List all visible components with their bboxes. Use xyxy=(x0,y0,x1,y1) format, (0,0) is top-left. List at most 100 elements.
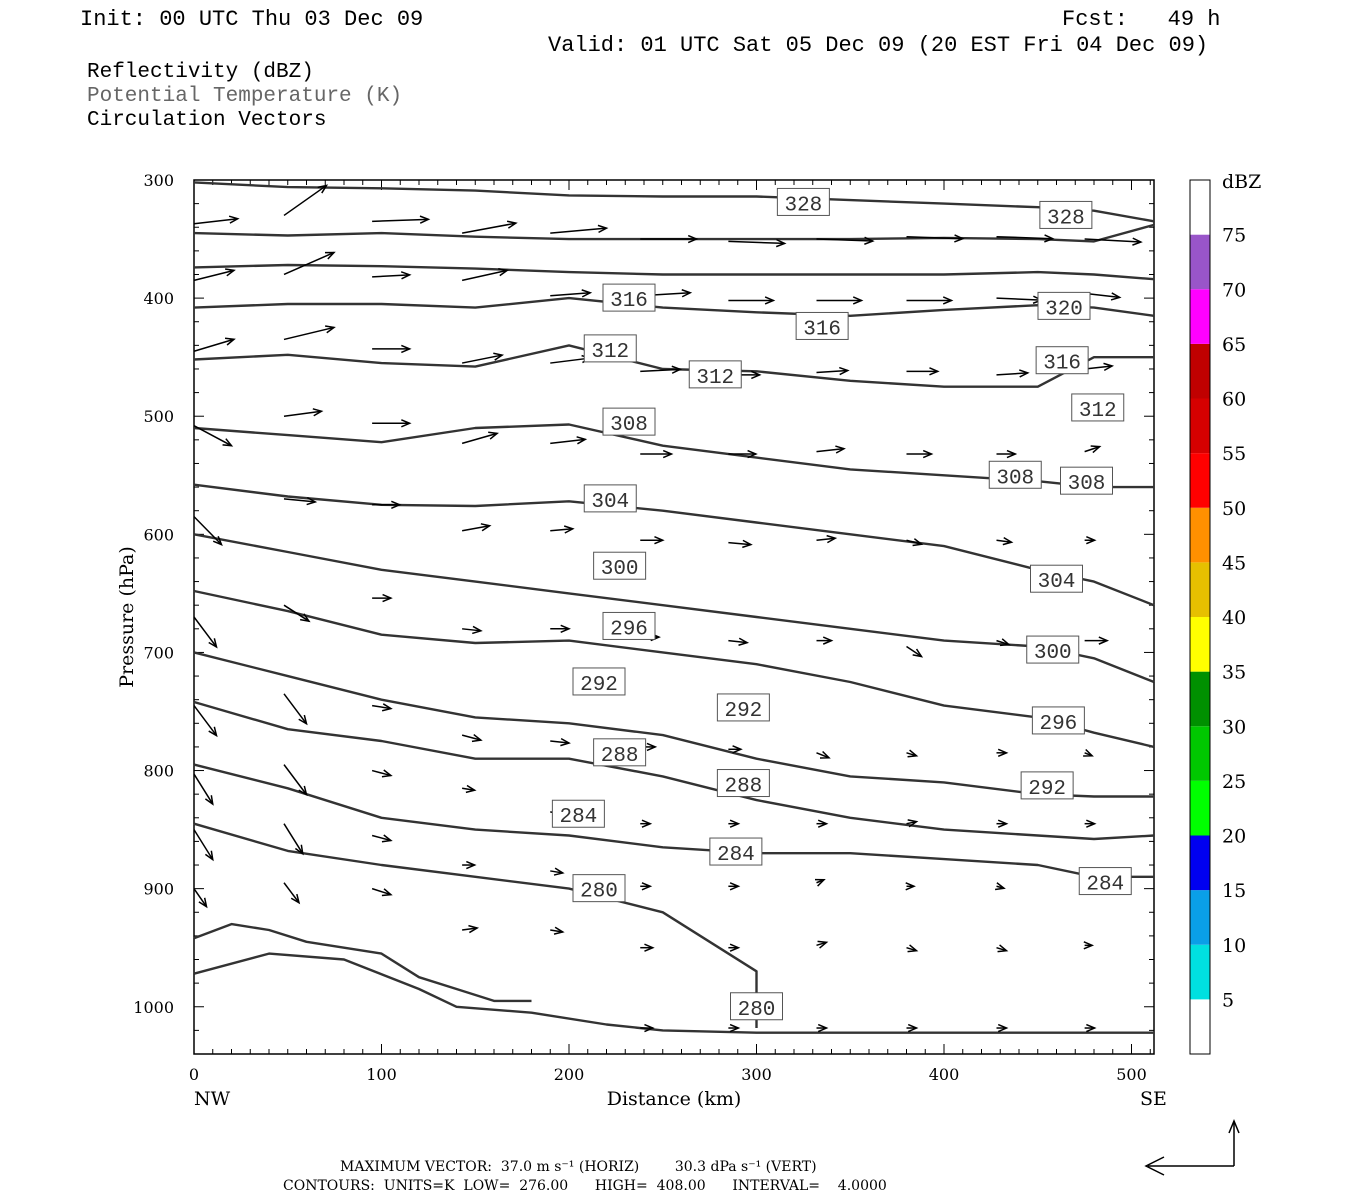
contour-label: 312 xyxy=(1071,393,1125,423)
circulation-vector xyxy=(193,773,214,806)
colorbar-swatch xyxy=(1190,507,1210,563)
circulation-vector xyxy=(816,534,838,544)
circulation-vector xyxy=(283,823,304,856)
colorbar-level: 70 xyxy=(1222,279,1246,301)
svg-text:328: 328 xyxy=(784,194,822,217)
circulation-vector xyxy=(371,834,393,843)
circulation-vector xyxy=(461,733,483,743)
circulation-vector xyxy=(550,525,575,534)
contour-label: 284 xyxy=(551,799,605,829)
circulation-vector xyxy=(1084,1023,1097,1033)
colorbar-swatch xyxy=(1190,398,1210,454)
colorbar-level: 40 xyxy=(1222,607,1246,629)
circulation-vector xyxy=(372,344,412,354)
circulation-vector xyxy=(193,215,240,225)
contour-label: 292 xyxy=(572,667,626,697)
svg-text:288: 288 xyxy=(724,776,762,799)
contour-label: 328 xyxy=(776,187,830,217)
colorbar-swatch xyxy=(1190,343,1210,399)
circulation-vector xyxy=(816,636,834,645)
svg-text:292: 292 xyxy=(724,700,762,723)
y-tick-label: 800 xyxy=(143,762,174,781)
theta-contour xyxy=(193,344,1154,388)
circulation-vector xyxy=(283,251,336,276)
theta-contour xyxy=(193,296,1155,317)
circulation-vector xyxy=(1083,748,1094,757)
field-title-theta: Potential Temperature (K) xyxy=(87,85,402,108)
svg-text:308: 308 xyxy=(610,414,648,437)
circulation-vector xyxy=(814,878,826,887)
circulation-vector xyxy=(816,366,850,376)
y-tick-label: 300 xyxy=(143,171,174,190)
field-title-vectors: Circulation Vectors xyxy=(87,109,326,132)
colorbar-level: 30 xyxy=(1222,716,1246,738)
y-tick-label: 500 xyxy=(143,407,174,426)
theta-contour xyxy=(193,589,1155,749)
circulation-vector xyxy=(906,749,919,758)
circulation-vector xyxy=(996,449,1018,459)
colorbar-level: 5 xyxy=(1222,989,1234,1011)
contour-label: 300 xyxy=(1026,635,1080,665)
svg-text:300: 300 xyxy=(601,558,639,581)
contour-label: 312 xyxy=(583,334,637,364)
circulation-vector xyxy=(994,882,1006,891)
circulation-vector xyxy=(906,819,919,828)
contour-label: 288 xyxy=(716,769,770,799)
svg-text:296: 296 xyxy=(610,618,648,641)
circulation-vector xyxy=(640,819,653,828)
contour-label: 280 xyxy=(572,874,626,904)
svg-text:312: 312 xyxy=(696,367,734,390)
colorbar-swatch xyxy=(1190,944,1210,1000)
colorbar-level: 10 xyxy=(1222,935,1246,957)
circulation-vector xyxy=(816,750,831,759)
y-tick-label: 900 xyxy=(143,880,174,899)
circulation-vector xyxy=(728,296,776,305)
colorbar-level: 75 xyxy=(1222,225,1246,247)
colorbar-swatch xyxy=(1190,453,1210,508)
theta-contour xyxy=(193,533,1155,684)
circulation-vector xyxy=(193,888,208,909)
circulation-vector xyxy=(728,882,741,891)
svg-text:284: 284 xyxy=(1086,874,1124,897)
colorbar-swatch xyxy=(1190,726,1210,781)
circulation-vector xyxy=(462,860,477,870)
circulation-vector xyxy=(728,819,741,828)
circulation-vector xyxy=(906,449,934,459)
contour-label: 304 xyxy=(583,484,637,514)
circulation-vector xyxy=(905,882,916,891)
circulation-vector xyxy=(372,703,393,712)
y-tick-label: 600 xyxy=(143,525,174,544)
y-tick-label: 400 xyxy=(143,289,174,308)
circulation-vector xyxy=(728,637,750,646)
init-time: Init: 00 UTC Thu 03 Dec 09 xyxy=(80,7,423,32)
theta-contour xyxy=(193,483,1155,607)
circulation-vector xyxy=(371,769,393,778)
colorbar-level: 60 xyxy=(1222,389,1246,411)
circulation-vector xyxy=(372,419,412,428)
circulation-vector xyxy=(550,737,571,747)
circulation-vector xyxy=(462,625,483,635)
circulation-vector xyxy=(728,943,741,952)
contour-label: 292 xyxy=(1020,771,1074,801)
theta-contour xyxy=(193,181,1155,223)
axis-ticks xyxy=(193,179,1154,1055)
circulation-vector xyxy=(640,882,653,891)
circulation-vectors xyxy=(193,184,1143,1033)
contour-label: 288 xyxy=(593,738,647,768)
circulation-vector xyxy=(550,867,565,876)
circulation-vector xyxy=(283,764,308,797)
svg-text:316: 316 xyxy=(803,318,841,341)
circulation-vector xyxy=(996,295,1044,304)
circulation-vector xyxy=(906,1023,919,1033)
x-tick-label: 0 xyxy=(189,1065,199,1084)
circulation-vector xyxy=(461,523,492,532)
circulation-vector xyxy=(372,593,393,603)
colorbar-level: 55 xyxy=(1222,443,1246,465)
circulation-vector xyxy=(550,224,609,234)
circulation-vector xyxy=(728,539,753,549)
svg-text:304: 304 xyxy=(1038,571,1076,594)
x-end-label-right: SE xyxy=(1140,1088,1167,1110)
circulation-vector xyxy=(550,926,565,935)
theta-contour xyxy=(193,651,1154,798)
x-tick-label: 300 xyxy=(741,1065,772,1084)
